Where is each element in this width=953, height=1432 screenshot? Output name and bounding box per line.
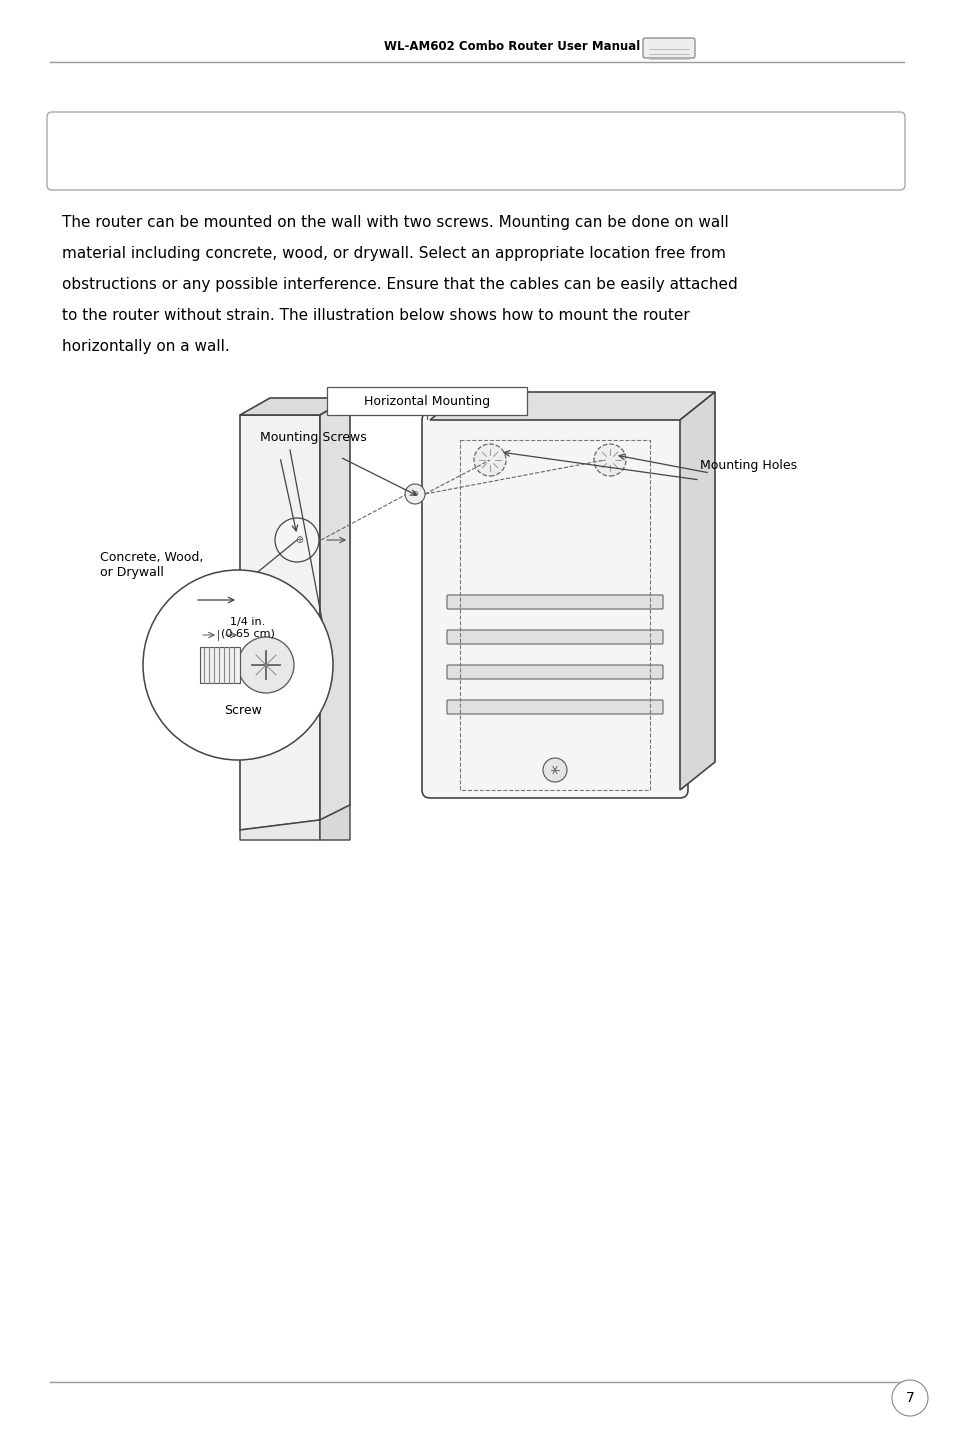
FancyBboxPatch shape (447, 596, 662, 609)
Text: Mounting Holes: Mounting Holes (700, 458, 797, 471)
Circle shape (594, 444, 625, 475)
Circle shape (237, 637, 294, 693)
Polygon shape (240, 398, 350, 415)
Text: Mounting Screws: Mounting Screws (260, 431, 366, 444)
Text: Concrete, Wood,
or Drywall: Concrete, Wood, or Drywall (100, 551, 203, 579)
FancyBboxPatch shape (327, 387, 526, 415)
Polygon shape (240, 415, 319, 831)
Polygon shape (679, 392, 714, 790)
Circle shape (143, 570, 333, 760)
Circle shape (405, 484, 424, 504)
FancyBboxPatch shape (47, 112, 904, 190)
Text: The router can be mounted on the wall with two screws. Mounting can be done on w: The router can be mounted on the wall wi… (62, 215, 728, 231)
Circle shape (891, 1380, 927, 1416)
Text: horizontally on a wall.: horizontally on a wall. (62, 339, 230, 354)
Text: 7: 7 (904, 1390, 913, 1405)
Circle shape (474, 444, 505, 475)
Text: material including concrete, wood, or drywall. Select an appropriate location fr: material including concrete, wood, or dr… (62, 246, 725, 261)
Text: WL-AM602 Combo Router User Manual: WL-AM602 Combo Router User Manual (383, 40, 639, 53)
FancyBboxPatch shape (447, 664, 662, 679)
Text: ⊕: ⊕ (294, 536, 303, 546)
Text: Horizontal Mounting: Horizontal Mounting (363, 394, 490, 408)
Circle shape (542, 758, 566, 782)
FancyBboxPatch shape (642, 39, 695, 59)
Polygon shape (319, 805, 350, 841)
Polygon shape (240, 821, 319, 841)
Polygon shape (430, 392, 714, 420)
Text: to the router without strain. The illustration below shows how to mount the rout: to the router without strain. The illust… (62, 308, 689, 324)
Circle shape (274, 518, 318, 561)
Text: Screw: Screw (224, 705, 262, 717)
Text: obstructions or any possible interference. Ensure that the cables can be easily : obstructions or any possible interferenc… (62, 276, 737, 292)
FancyBboxPatch shape (447, 700, 662, 715)
Text: ⊕: ⊕ (411, 490, 418, 498)
Polygon shape (319, 398, 350, 821)
FancyBboxPatch shape (447, 630, 662, 644)
Text: 1/4 in.
(0.65 cm): 1/4 in. (0.65 cm) (221, 617, 274, 639)
Polygon shape (200, 647, 240, 683)
Text: Mounting the router: Mounting the router (71, 142, 454, 175)
FancyBboxPatch shape (421, 412, 687, 798)
